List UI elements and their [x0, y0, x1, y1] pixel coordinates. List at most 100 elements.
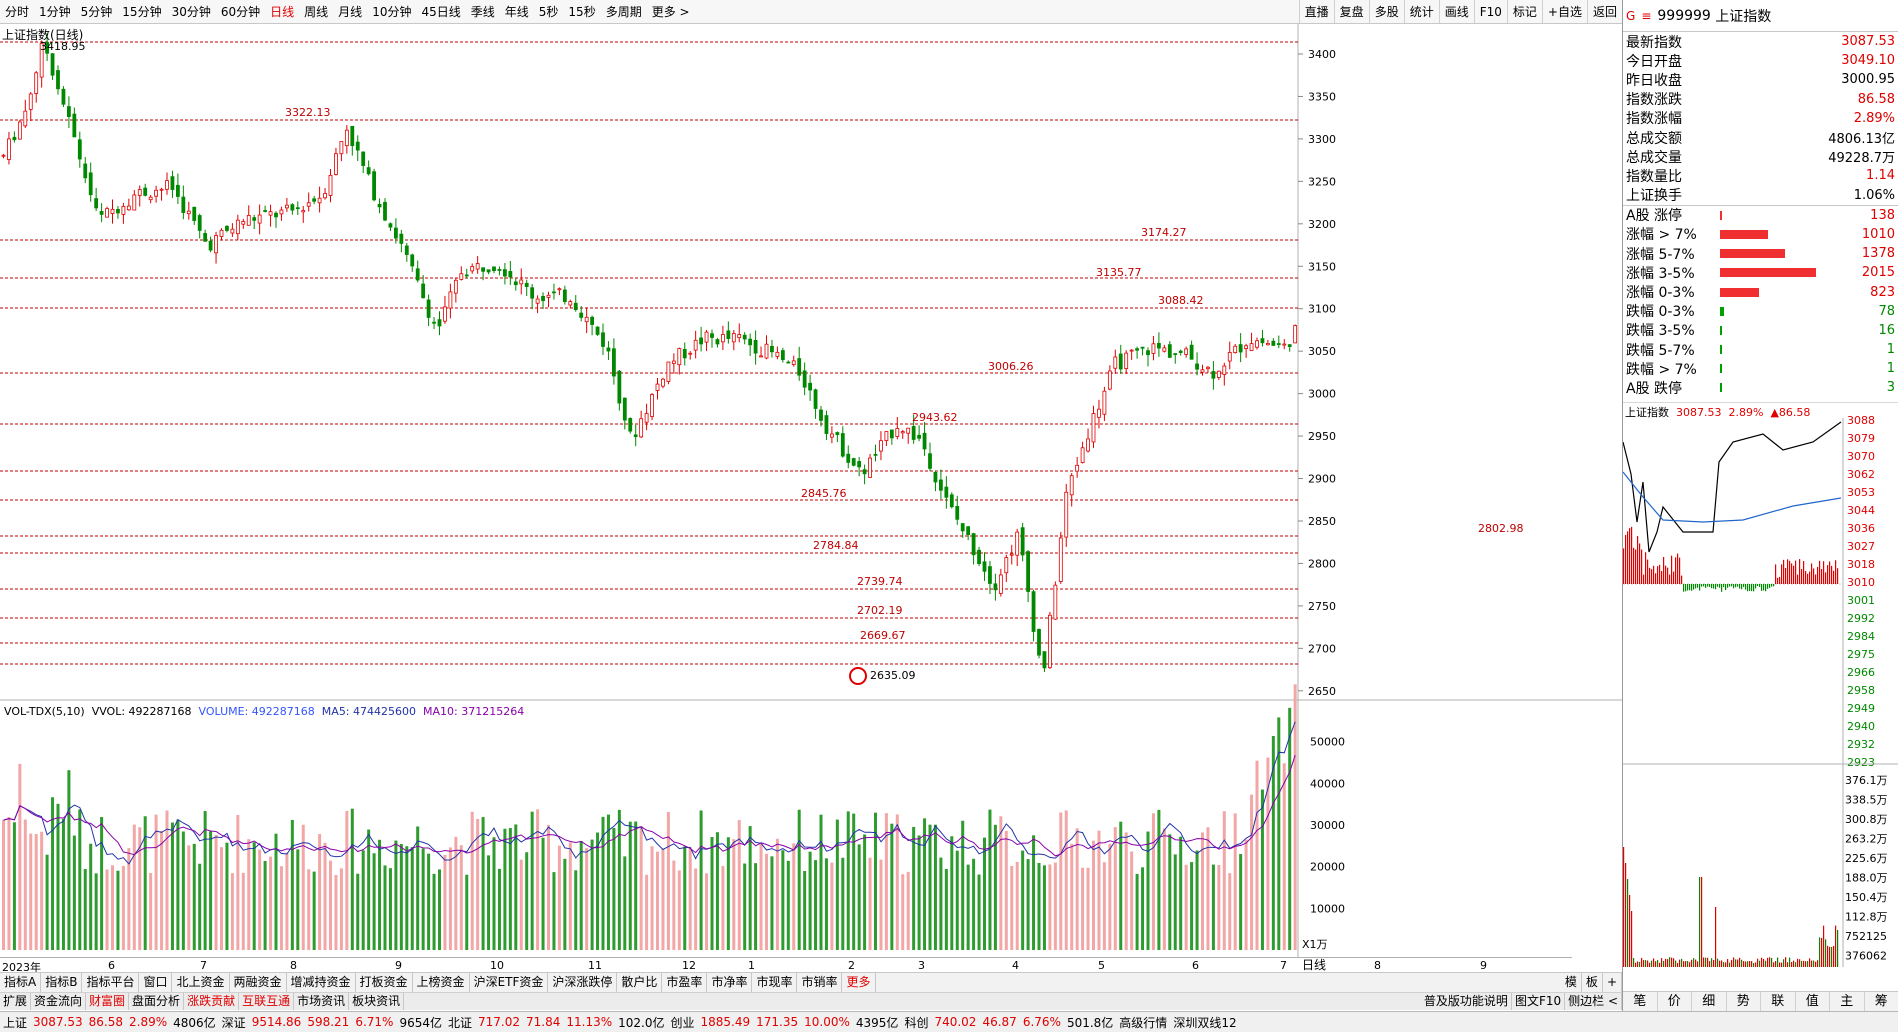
indicator-tab-5[interactable]: 两融资金	[230, 973, 287, 992]
intraday-volume-bar	[1821, 938, 1822, 967]
candle-body	[7, 139, 10, 160]
intraday-tick-label: 3018	[1847, 558, 1875, 571]
candle-body	[443, 307, 446, 321]
indicator-tab-0[interactable]: 指标A	[0, 973, 41, 992]
candle-body	[1010, 554, 1013, 555]
intraday-volume-bar	[1775, 961, 1776, 967]
candle-body	[275, 213, 278, 217]
quote-tab-7[interactable]: 筹	[1865, 992, 1898, 1011]
candle-body	[988, 567, 991, 584]
indicator-tab-14[interactable]: 市现率	[752, 973, 797, 992]
candle-body	[198, 216, 201, 231]
quote-value: 3087.53	[1841, 34, 1895, 49]
intraday-flow-bar	[1827, 565, 1828, 584]
intraday-volume-bar	[1655, 961, 1656, 967]
indicator-tab-3[interactable]: 窗口	[139, 973, 172, 992]
candle-body	[476, 264, 479, 269]
volume-bar	[1174, 854, 1177, 950]
quote-tab-6[interactable]: 主	[1830, 992, 1865, 1011]
breadth-label: 涨幅 0-3%	[1626, 282, 1718, 302]
tabs-right-button-0[interactable]: 模	[1561, 973, 1582, 992]
intraday-flow-bar	[1833, 571, 1834, 584]
quote-value: 4806.13亿	[1828, 128, 1895, 147]
quote-value: 2.89%	[1854, 111, 1895, 126]
intraday-volume-bar	[1625, 863, 1626, 967]
extension-tab-7[interactable]: 板块资讯	[349, 993, 404, 1010]
quote-tab-1[interactable]: 价	[1658, 992, 1693, 1011]
candle-body	[618, 371, 621, 403]
intraday-volume-bar	[1681, 959, 1682, 967]
volume-bar	[1136, 874, 1139, 950]
candle-body	[62, 89, 65, 104]
candle-body	[1141, 347, 1144, 348]
candlestick-chart[interactable]: 3400335033003250320031503100305030002950…	[0, 0, 1622, 972]
intraday-volume-bar	[1761, 958, 1762, 967]
intraday-volume-bar	[1641, 958, 1642, 967]
intraday-volume-bar	[1727, 959, 1728, 967]
extension-right-button-1[interactable]: 图文F10	[1512, 993, 1565, 1010]
extension-tab-1[interactable]: 资金流向	[31, 993, 86, 1010]
extension-tab-3[interactable]: 盘面分析	[129, 993, 184, 1010]
indicator-tab-9[interactable]: 沪深ETF资金	[470, 973, 549, 992]
volume-bar	[1206, 827, 1209, 950]
volume-bar	[950, 836, 953, 950]
tabs-right-button-1[interactable]: 板	[1582, 973, 1603, 992]
volume-bar	[264, 861, 267, 950]
indicator-tab-11[interactable]: 散户比	[617, 973, 662, 992]
quote-tab-0[interactable]: 笔	[1623, 992, 1658, 1011]
g-icon[interactable]: G	[1626, 9, 1635, 23]
menu-icon[interactable]: ≡	[1641, 9, 1651, 23]
indicator-tab-4[interactable]: 北上资金	[172, 973, 229, 992]
quote-tab-3[interactable]: 势	[1727, 992, 1762, 1011]
candle-body	[1245, 346, 1248, 349]
indicator-tab-10[interactable]: 沪深涨跌停	[548, 973, 617, 992]
indicator-tab-2[interactable]: 指标平台	[82, 973, 139, 992]
extension-right-button-2[interactable]: 侧边栏 <	[1565, 993, 1622, 1010]
candle-body	[106, 209, 109, 217]
intraday-tick-label: 2958	[1847, 684, 1875, 697]
intraday-volume-bar	[1767, 958, 1768, 967]
extension-tab-2[interactable]: 财富圈	[86, 993, 129, 1010]
extension-tab-4[interactable]: 涨跌贡献	[184, 993, 239, 1010]
breadth-value: 1	[1887, 342, 1895, 357]
extension-right-button-0[interactable]: 普及版功能说明	[1421, 993, 1512, 1010]
intraday-volume-bar	[1825, 939, 1826, 967]
intraday-pct: 2.89%	[1729, 406, 1764, 419]
price-tick-label: 2850	[1308, 515, 1336, 528]
volume-bar	[356, 874, 359, 950]
indicator-tab-8[interactable]: 上榜资金	[413, 973, 470, 992]
volume-bar	[754, 863, 757, 950]
candle-body	[378, 204, 381, 206]
extension-tab-5[interactable]: 互联互通	[239, 993, 294, 1010]
intraday-flow-bar	[1681, 576, 1682, 584]
intraday-volume-bar	[1741, 960, 1742, 967]
quote-tab-4[interactable]: 联	[1761, 992, 1796, 1011]
vol-ma10-line	[4, 755, 1296, 856]
intraday-chart[interactable]: 3088 3079 3070 3062 3053 3044 3036 3027 3018 3010…	[1623, 402, 1898, 987]
candle-body	[1081, 448, 1084, 463]
quote-tab-2[interactable]: 细	[1692, 992, 1727, 1011]
indicator-tab-1[interactable]: 指标B	[41, 973, 82, 992]
volume-bar	[1081, 868, 1084, 950]
candle-body	[187, 211, 190, 214]
candle-body	[400, 234, 403, 243]
breadth-value: 1	[1887, 361, 1895, 376]
candle-body	[983, 562, 986, 572]
volume-bar	[84, 869, 87, 950]
intraday-volume-bar	[1793, 961, 1794, 967]
volume-bar	[122, 866, 125, 950]
volume-bar	[640, 826, 643, 950]
indicator-tab-6[interactable]: 增减持资金	[287, 973, 356, 992]
extension-tab-0[interactable]: 扩展	[0, 993, 31, 1010]
extension-tab-6[interactable]: 市场资讯	[294, 993, 349, 1010]
indicator-tab-7[interactable]: 打板资金	[356, 973, 413, 992]
indicator-tab-16[interactable]: 更多	[842, 973, 875, 992]
indicator-tab-13[interactable]: 市净率	[707, 973, 752, 992]
indicator-tab-12[interactable]: 市盈率	[662, 973, 707, 992]
quote-tab-5[interactable]: 值	[1796, 992, 1831, 1011]
intraday-flow-bar	[1673, 572, 1674, 584]
price-annotation-low: 2635.09	[870, 669, 916, 682]
tabs-right-button-2[interactable]: +	[1603, 973, 1622, 992]
indicator-tab-15[interactable]: 市销率	[797, 973, 842, 992]
volume-bar	[29, 834, 32, 950]
